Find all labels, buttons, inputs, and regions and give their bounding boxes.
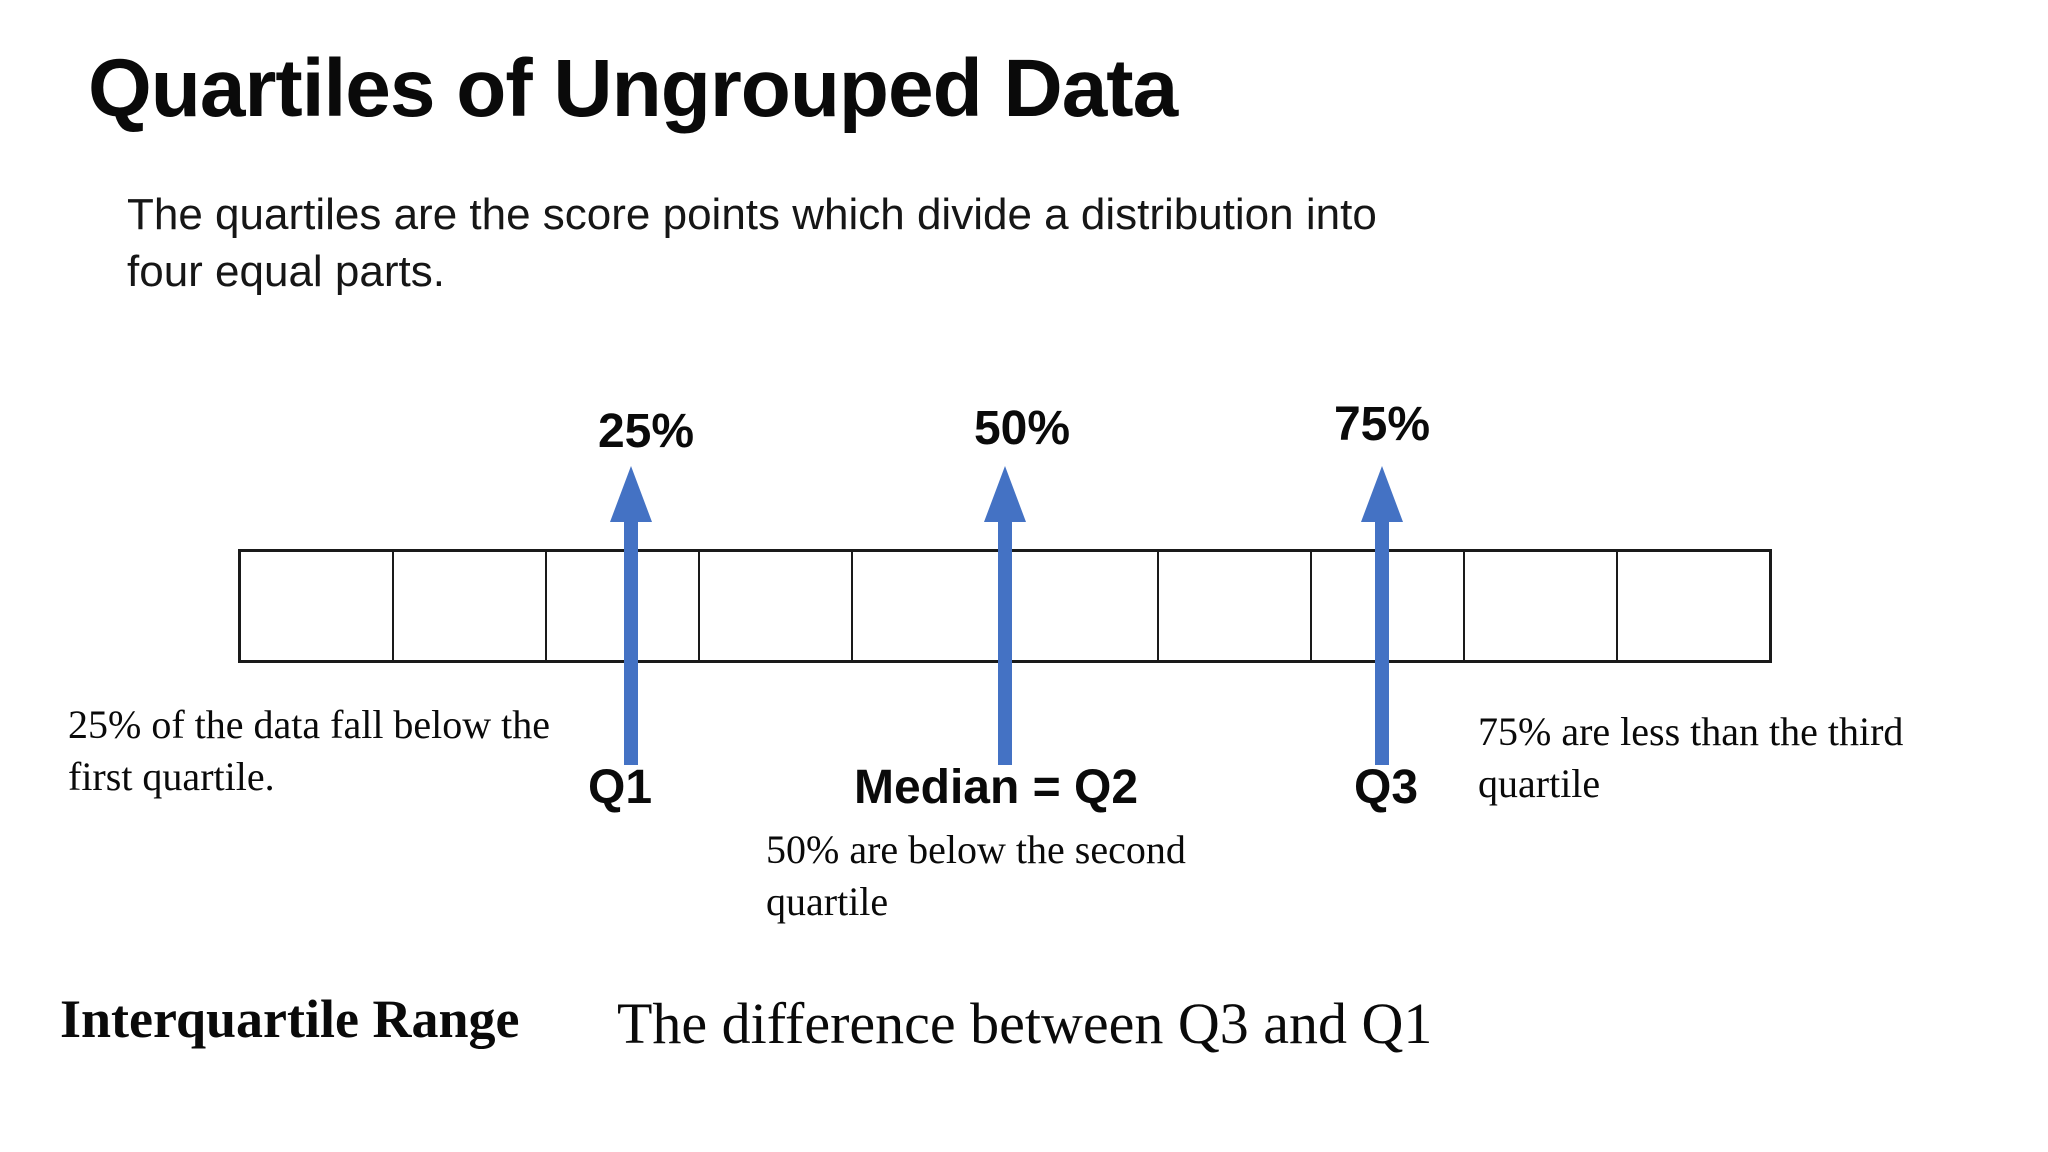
quartile-arrow-q3 xyxy=(1360,466,1404,765)
subtitle-line-2: four equal parts. xyxy=(127,247,445,296)
bar-cell xyxy=(241,552,394,660)
interquartile-range-definition: The difference between Q3 and Q1 xyxy=(617,991,1433,1056)
bar-cell xyxy=(547,552,700,660)
arrow-up-icon xyxy=(984,466,1026,522)
subtitle-line-1: The quartiles are the score points which… xyxy=(127,190,1377,239)
arrow-up-icon xyxy=(610,466,652,522)
bar-cell xyxy=(1159,552,1312,660)
annotation-q1-line-1: 25% of the data fall below the xyxy=(68,702,551,747)
quartile-label-q3: Q3 xyxy=(1353,761,1419,814)
annotation-q3-line-1: 75% are less than the third xyxy=(1478,709,1904,754)
slide-subtitle: The quartiles are the score points which… xyxy=(127,186,1377,300)
bar-cell xyxy=(1618,552,1769,660)
arrow-shaft xyxy=(998,520,1012,765)
interquartile-range-term: Interquartile Range xyxy=(60,989,520,1049)
quartile-arrow-q1 xyxy=(609,466,653,765)
annotation-q3: 75% are less than the third quartile xyxy=(1478,706,1903,810)
percent-label-25: 25% xyxy=(597,405,695,458)
annotation-q2-line-2: quartile xyxy=(766,879,889,924)
annotation-q2: 50% are below the second quartile xyxy=(766,824,1186,928)
bar-cell xyxy=(1006,552,1159,660)
annotation-q1-line-2: first quartile. xyxy=(68,754,275,799)
bar-cell xyxy=(1312,552,1465,660)
arrow-up-icon xyxy=(1361,466,1403,522)
annotation-q3-line-2: quartile xyxy=(1478,761,1601,806)
quartile-label-q1: Q1 xyxy=(587,761,653,814)
bar-cell xyxy=(394,552,547,660)
bar-cell xyxy=(700,552,853,660)
arrow-shaft xyxy=(1375,520,1389,765)
annotation-q1: 25% of the data fall below the first qua… xyxy=(68,699,550,803)
percent-label-75: 75% xyxy=(1333,398,1431,451)
quartile-arrow-q2 xyxy=(983,466,1027,765)
quartile-label-q2: Median = Q2 xyxy=(853,761,1139,814)
annotation-q2-line-1: 50% are below the second xyxy=(766,827,1186,872)
percent-label-50: 50% xyxy=(973,402,1071,455)
bar-cell xyxy=(1465,552,1618,660)
page-title: Quartiles of Ungrouped Data xyxy=(88,43,1178,134)
arrow-shaft xyxy=(624,520,638,765)
